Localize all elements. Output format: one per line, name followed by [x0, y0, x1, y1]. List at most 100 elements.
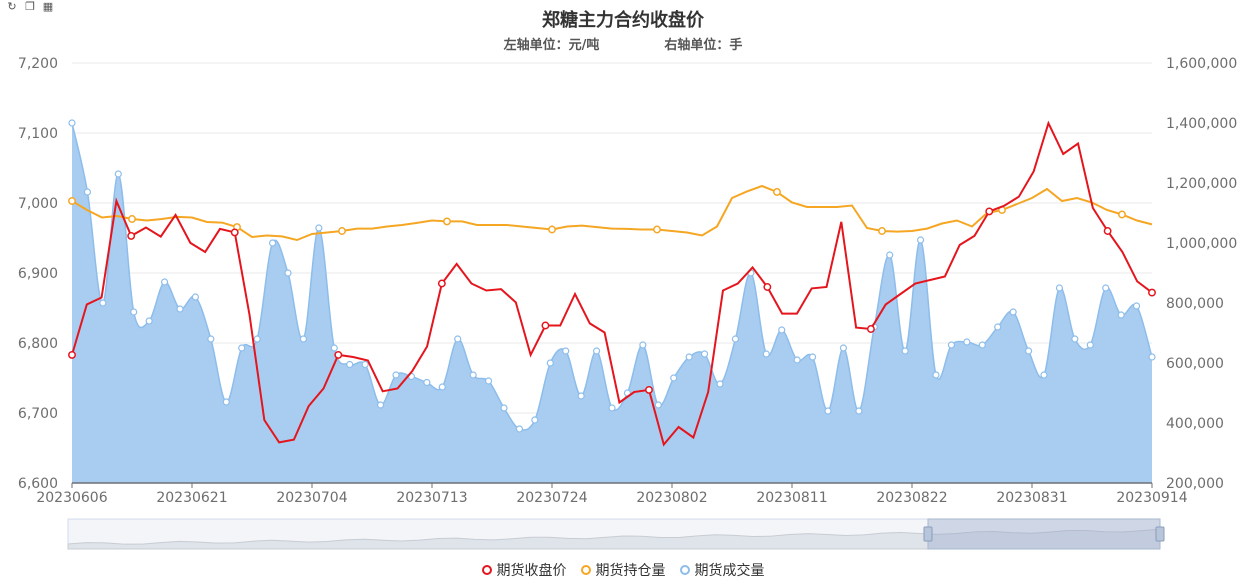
x-tick-label: 20230914 — [1116, 490, 1187, 506]
volume-point — [654, 401, 662, 409]
left-axis-unit: 左轴单位：元/吨 — [503, 38, 600, 53]
axes: 6,600 6,700 6,800 6,900 7,000 7,100 7,200 200,0… — [18, 56, 1237, 506]
x-tick-label: 20230606 — [36, 490, 107, 506]
volume-point — [731, 335, 740, 343]
volume-point — [963, 338, 971, 346]
volume-point — [639, 341, 647, 349]
volume-point — [778, 326, 786, 334]
volume-point — [484, 377, 493, 385]
data-zoom-slider[interactable] — [67, 518, 1165, 550]
y-right-tick-label: 1,600,000 — [1166, 56, 1237, 72]
volume-point — [99, 299, 107, 307]
volume-point — [299, 335, 308, 343]
y-left-tick-label: 6,600 — [18, 476, 58, 492]
volume-point — [1132, 302, 1141, 310]
chart-toolbar: ↻ ❐ ▦ — [6, 0, 54, 14]
volume-point — [284, 269, 292, 277]
volume-point — [346, 360, 354, 369]
volume-point — [716, 380, 724, 388]
close-line — [71, 120, 1153, 447]
volume-point — [438, 383, 446, 391]
oi-point — [68, 197, 76, 205]
volume-point — [222, 398, 230, 406]
volume-point — [886, 251, 894, 259]
close-point — [127, 231, 136, 240]
open-interest-series — [68, 184, 1153, 242]
zoom-selection — [927, 518, 1161, 550]
volume-point — [330, 344, 338, 352]
legend-item-oi[interactable]: 期货持仓量 — [580, 560, 666, 580]
y-right-tick-label: 200,000 — [1166, 476, 1224, 492]
zoom-handle-right[interactable] — [1155, 526, 1165, 542]
x-tick-label: 20230724 — [516, 490, 587, 506]
volume-point — [793, 356, 801, 364]
fullscreen-icon[interactable]: ❐ — [25, 0, 35, 13]
table-icon[interactable]: ▦ — [42, 0, 54, 13]
y-right-tick-label: 1,000,000 — [1166, 236, 1237, 252]
volume-point — [839, 344, 848, 352]
close-point — [866, 325, 875, 333]
y-left-tick-label: 7,100 — [18, 126, 58, 142]
refresh-icon[interactable]: ↻ — [7, 0, 17, 13]
volume-point — [1024, 347, 1033, 355]
volume-point — [546, 359, 554, 367]
volume-point — [685, 353, 693, 361]
legend-close-icon — [481, 565, 492, 575]
oi-point — [878, 227, 886, 235]
volume-point — [145, 317, 153, 325]
volume-point — [700, 350, 709, 358]
legend-close-label: 期货收盘价 — [496, 563, 567, 579]
legend-oi-icon — [580, 565, 591, 575]
volume-point — [500, 404, 508, 412]
volume-point — [1086, 341, 1094, 349]
close-point — [645, 385, 653, 394]
volume-point — [1009, 308, 1017, 316]
close-point — [1148, 288, 1156, 297]
volume-series — [68, 119, 1156, 483]
oi-point — [773, 188, 781, 196]
volume-point — [253, 335, 261, 343]
x-tick-label: 20230802 — [636, 490, 707, 506]
volume-point — [824, 407, 832, 415]
legend-item-close[interactable]: 期货收盘价 — [481, 560, 567, 580]
volume-point — [1117, 311, 1125, 319]
volume-point — [978, 341, 986, 349]
y-right-tick-label: 1,200,000 — [1166, 176, 1237, 192]
volume-point — [562, 347, 570, 355]
legend-volume-label: 期货成交量 — [694, 563, 765, 579]
y-right-tick-label: 1,400,000 — [1166, 116, 1237, 132]
volume-point — [207, 335, 215, 343]
volume-point — [1071, 335, 1079, 343]
right-axis-unit: 右轴单位：手 — [664, 38, 743, 53]
y-right-tick-label: 800,000 — [1166, 296, 1224, 312]
zoom-handle-left[interactable] — [923, 526, 933, 542]
volume-point — [515, 425, 524, 433]
volume-point — [114, 170, 122, 178]
close-point — [541, 321, 550, 330]
y-left-tick-label: 7,200 — [18, 56, 58, 72]
oi-point — [548, 225, 556, 234]
legend: 期货收盘价 期货持仓量 期货成交量 — [0, 560, 1246, 580]
volume-point — [1040, 371, 1048, 379]
volume-point — [376, 401, 385, 409]
close-point — [230, 228, 239, 237]
zoom-mini-area — [67, 528, 1161, 550]
x-tick-label: 20230621 — [156, 490, 227, 506]
volume-point — [191, 293, 200, 301]
volume-point — [68, 119, 76, 127]
legend-item-volume[interactable]: 期货成交量 — [679, 560, 765, 580]
volume-point — [1148, 353, 1156, 361]
chart-title: 郑糖主力合约收盘价 — [542, 10, 704, 31]
legend-oi-label: 期货持仓量 — [595, 563, 666, 579]
volume-point — [916, 236, 925, 244]
x-tick-label: 20230704 — [276, 490, 347, 506]
legend-volume-icon — [679, 565, 690, 575]
y-right-tick-label: 600,000 — [1166, 356, 1224, 372]
volume-point — [901, 347, 909, 355]
volume-point — [855, 407, 863, 415]
close-price-series — [68, 120, 1156, 447]
close-point — [985, 207, 994, 216]
volume-point — [608, 404, 616, 412]
x-tick-label: 20230831 — [996, 490, 1067, 506]
